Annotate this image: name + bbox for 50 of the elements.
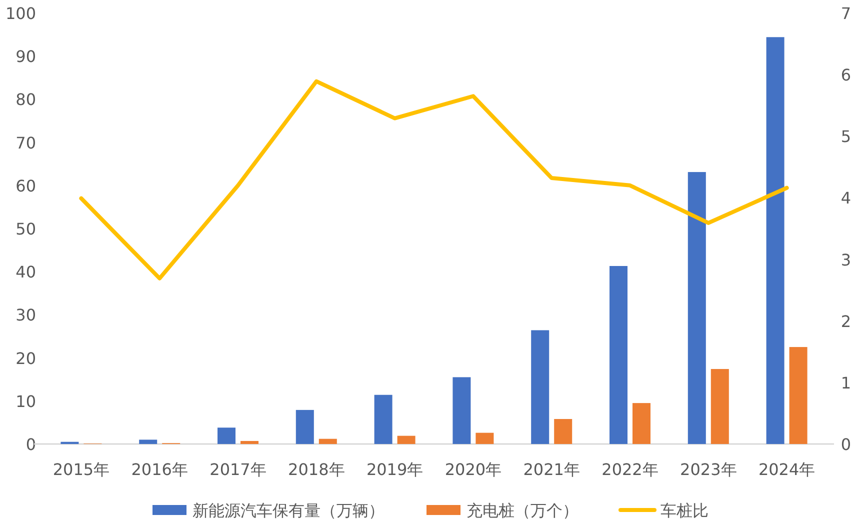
- y-tick-label: 80: [16, 90, 36, 110]
- y-tick-label: 50: [16, 220, 36, 238]
- y-tick-label: 30: [16, 306, 36, 325]
- y-tick-label: 20: [16, 348, 36, 368]
- x-tick-label: 2023年: [680, 460, 737, 479]
- bar: [318, 438, 337, 444]
- y-tick-label: 0: [26, 435, 36, 454]
- bar: [610, 266, 628, 444]
- y-tick-label: 60: [16, 176, 36, 196]
- bar: [452, 377, 471, 444]
- y2-tick-label: 4: [840, 188, 852, 208]
- y2-tick-label: 1: [840, 373, 852, 392]
- y-tick-label: 10: [16, 392, 36, 411]
- bar: [710, 369, 729, 444]
- y2-tick-label: 5: [840, 127, 852, 146]
- line-series: [79, 79, 789, 280]
- y-tick-label: 100: [5, 4, 36, 23]
- bar: [632, 403, 650, 444]
- y2-tick-label: 7: [840, 4, 852, 23]
- legend-label: 车桩比: [660, 501, 708, 520]
- y2-tick-label: 2: [840, 312, 852, 331]
- bar: [397, 436, 416, 444]
- y-tick-label: 70: [16, 133, 36, 152]
- bar: [789, 347, 808, 444]
- bar: [240, 440, 258, 444]
- x-tick-label: 2016年: [131, 460, 188, 479]
- bar: [374, 394, 392, 444]
- legend-label: 新能源汽车保有量（万辆）: [192, 501, 384, 520]
- bar: [688, 172, 706, 444]
- legend-label: 充电桩（万个）: [466, 501, 578, 520]
- x-tick-label: 2020年: [444, 460, 502, 479]
- x-tick-label: 2019年: [366, 460, 424, 479]
- bar: [139, 440, 158, 444]
- y-tick-label: 40: [16, 262, 36, 282]
- y2-tick-label: 0: [840, 435, 852, 454]
- bar: [531, 330, 550, 444]
- x-tick-label: 2018年: [288, 460, 345, 479]
- x-tick-label: 2024年: [758, 460, 816, 479]
- x-tick-label: 2017年: [210, 460, 266, 479]
- x-tick-label: 2015年: [52, 460, 110, 479]
- bar: [554, 419, 572, 444]
- y2-tick-label: 3: [840, 250, 852, 270]
- bar: [766, 37, 784, 444]
- bar: [296, 410, 314, 444]
- y-tick-label: 90: [16, 47, 36, 66]
- x-tick-label: 2021年: [523, 460, 580, 479]
- bar: [218, 428, 236, 444]
- bar: [476, 432, 494, 444]
- x-tick-label: 2022年: [602, 460, 658, 479]
- y2-tick-label: 6: [840, 66, 852, 85]
